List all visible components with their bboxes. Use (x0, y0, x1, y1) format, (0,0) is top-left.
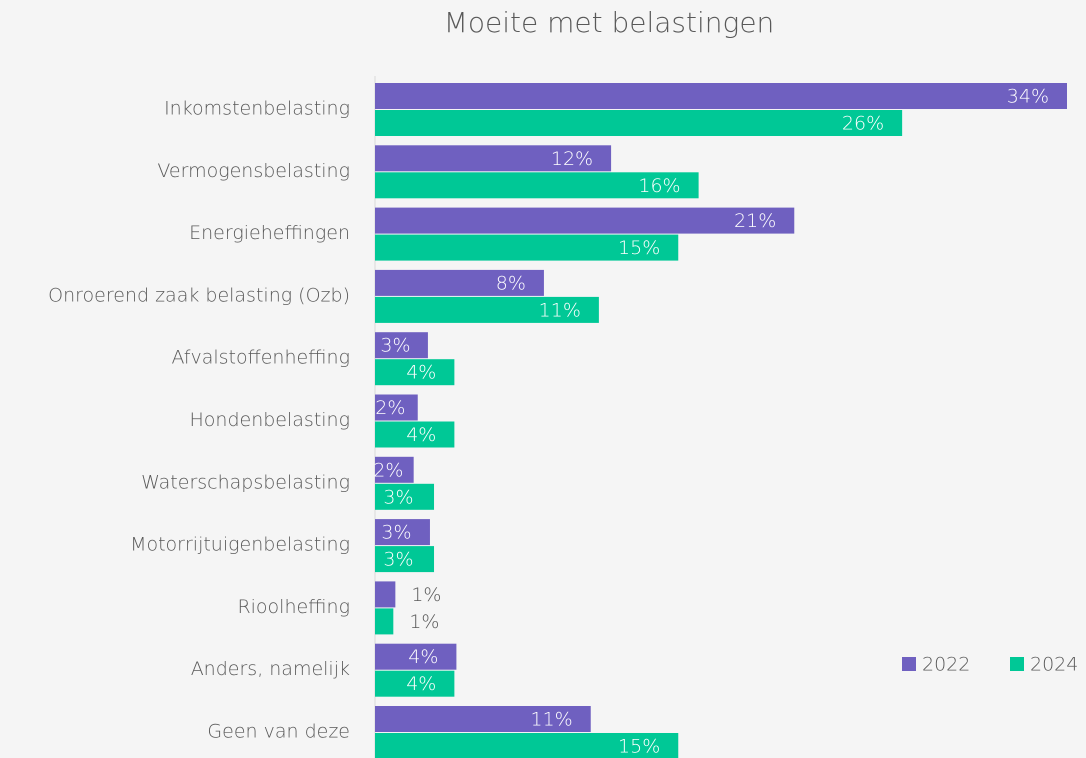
value-label: 8% (496, 272, 526, 294)
bar (375, 483, 435, 510)
value-label: 2% (375, 397, 405, 419)
chart-title: Moeite met belastingen (444, 6, 775, 39)
bar (375, 670, 455, 697)
legend-label: 2022 (922, 654, 970, 676)
value-label: 4% (406, 673, 436, 695)
value-label: 3% (383, 486, 413, 508)
bar (375, 234, 679, 261)
legend-swatch (902, 657, 916, 671)
value-label: 15% (618, 736, 660, 758)
category-label: Inkomstenbelasting (164, 98, 350, 120)
value-label: 4% (406, 424, 436, 446)
bar (375, 359, 455, 386)
value-label: 3% (383, 549, 413, 571)
value-label: 1% (411, 584, 441, 606)
value-label: 3% (380, 335, 410, 357)
bar (375, 421, 455, 448)
bar (375, 706, 591, 732)
category-label: Anders, namelijk (191, 658, 350, 680)
bar (375, 332, 428, 359)
bar (375, 83, 1067, 109)
bar (375, 269, 544, 296)
legend-swatch (1010, 657, 1024, 671)
value-label: 4% (408, 646, 438, 668)
category-label: Motorrijtuigenbelasting (130, 534, 350, 556)
legend-label: 2024 (1030, 654, 1078, 676)
category-label: Hondenbelasting (190, 409, 351, 431)
value-label: 26% (842, 113, 884, 135)
bar (375, 394, 418, 421)
bar (375, 110, 903, 136)
category-label: Waterschapsbelasting (141, 471, 350, 493)
bar (375, 145, 612, 172)
value-label: 15% (618, 237, 660, 259)
category-label: Afvalstoffenheffing (171, 347, 350, 369)
value-label: 16% (638, 175, 680, 197)
category-label: Geen van deze (207, 721, 350, 743)
value-label: 4% (406, 362, 436, 384)
value-label: 34% (1007, 86, 1049, 108)
bar (375, 519, 430, 546)
value-label: 12% (551, 148, 593, 170)
bar (375, 172, 699, 199)
value-label: 21% (734, 210, 776, 232)
category-label: Onroerend zaak belasting (Ozb) (48, 284, 350, 306)
bar (375, 608, 394, 635)
value-label: 3% (381, 522, 411, 544)
category-label: Energieheffingen (189, 222, 350, 244)
bar (375, 546, 435, 573)
value-label: 2% (373, 459, 403, 481)
bar (375, 643, 457, 670)
bar (375, 296, 599, 323)
bar (375, 207, 795, 234)
value-label: 11% (539, 299, 581, 321)
category-label: Vermogensbelasting (157, 160, 350, 182)
bar (375, 456, 414, 483)
bar (375, 581, 396, 608)
bar (375, 733, 679, 758)
category-label: Rioolheffing (237, 596, 350, 618)
value-label: 1% (409, 611, 439, 633)
value-label: 11% (531, 709, 573, 731)
